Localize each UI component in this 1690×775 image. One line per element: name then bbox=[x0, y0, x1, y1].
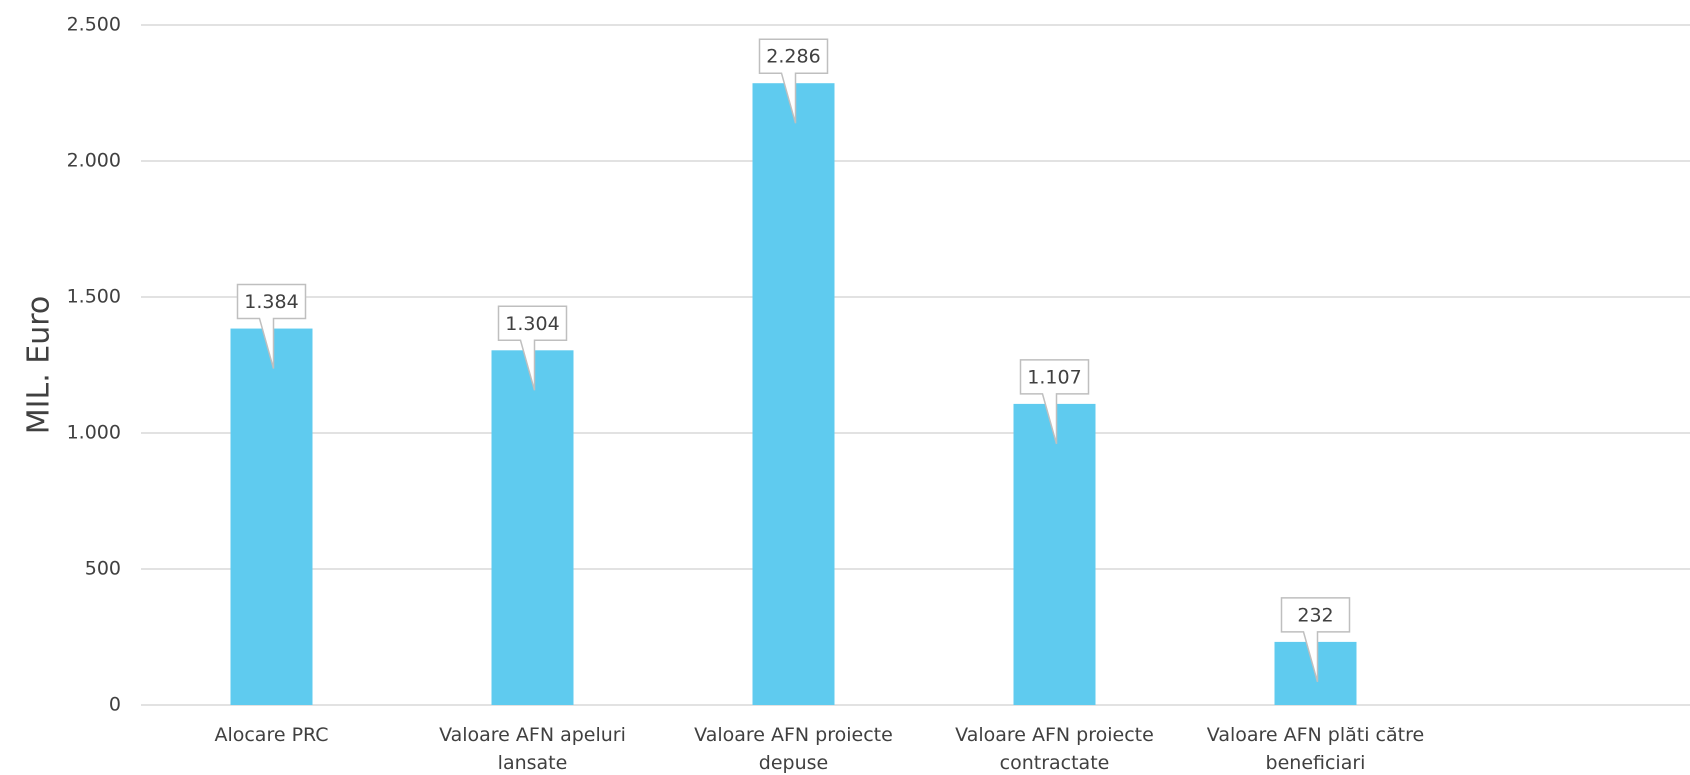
bar bbox=[1013, 403, 1096, 705]
data-label-callout bbox=[758, 38, 829, 124]
data-label-callout bbox=[497, 305, 568, 391]
data-label-callout bbox=[236, 283, 307, 369]
x-tick-label: Valoare AFN proiecte contractate bbox=[955, 724, 1154, 774]
bar bbox=[230, 328, 313, 705]
data-label: 232 bbox=[1297, 604, 1333, 626]
y-axis-label: MIL. Euro bbox=[22, 296, 57, 435]
y-tick-label: 0 bbox=[109, 694, 121, 716]
data-label-callout bbox=[1019, 359, 1090, 445]
data-label: 1.304 bbox=[505, 313, 559, 335]
data-label: 2.286 bbox=[766, 46, 820, 68]
y-tick-label: 1.000 bbox=[67, 422, 121, 444]
bar bbox=[491, 350, 574, 705]
x-tick-label: Valoare AFN plăti către beneficiari bbox=[1206, 724, 1425, 774]
data-label: 1.107 bbox=[1027, 366, 1081, 388]
data-label: 1.384 bbox=[244, 291, 298, 313]
x-tick-label: Valoare AFN apeluri lansate bbox=[439, 724, 626, 774]
x-tick-label: Alocare PRC bbox=[214, 724, 329, 746]
x-tick-label: Valoare AFN proiecte depuse bbox=[694, 724, 893, 774]
y-tick-label: 2.500 bbox=[67, 14, 121, 36]
bar bbox=[752, 83, 835, 705]
y-tick-label: 500 bbox=[85, 558, 121, 580]
y-tick-label: 2.000 bbox=[67, 150, 121, 172]
data-label-callout bbox=[1280, 597, 1351, 683]
y-tick-label: 1.500 bbox=[67, 286, 121, 308]
